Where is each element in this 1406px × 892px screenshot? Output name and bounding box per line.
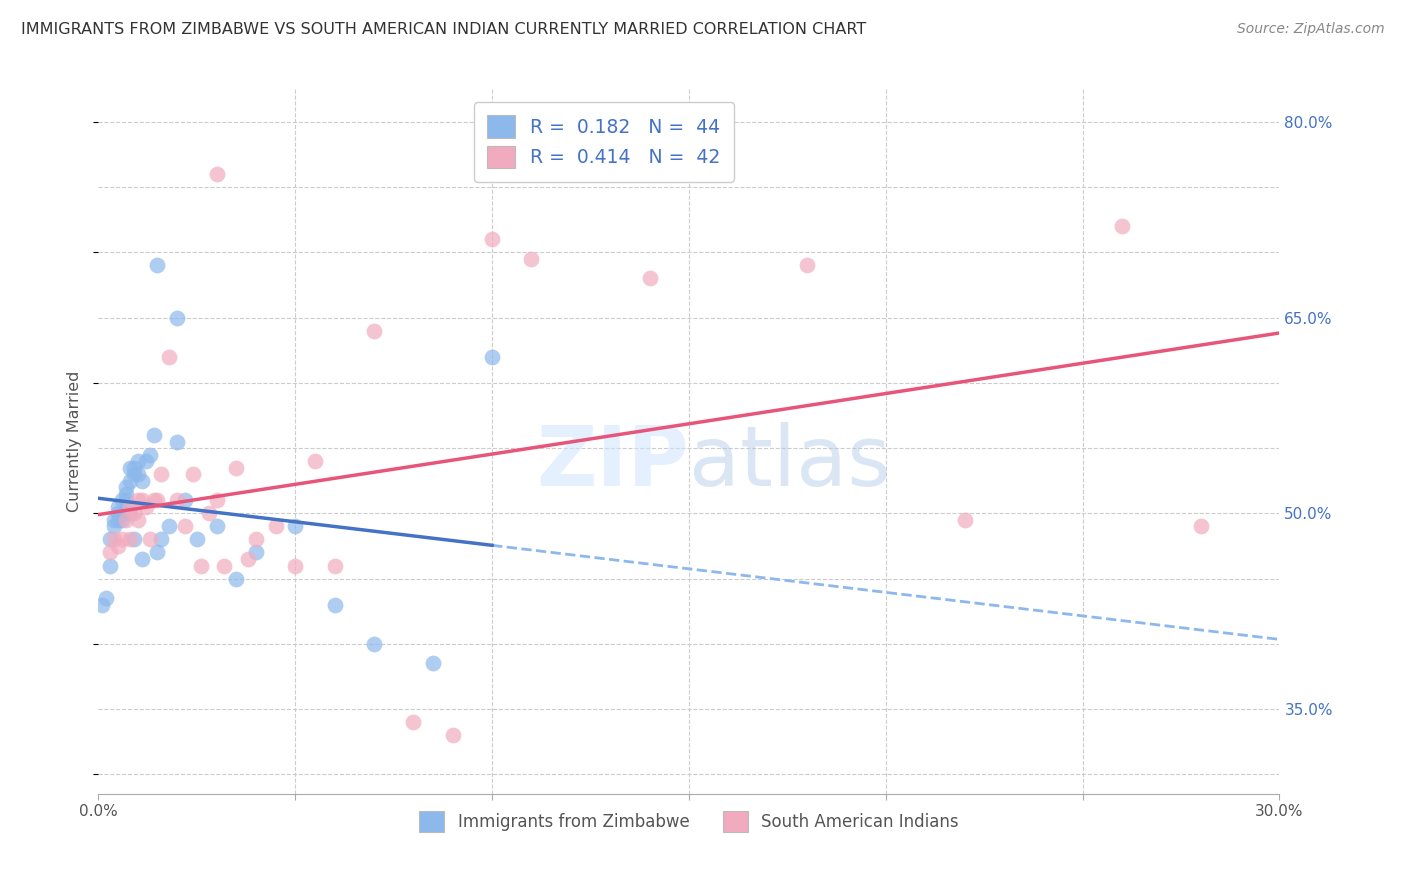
Point xyxy=(115,480,138,494)
Text: ZIP: ZIP xyxy=(537,422,689,503)
Point xyxy=(520,252,543,266)
Text: IMMIGRANTS FROM ZIMBABWE VS SOUTH AMERICAN INDIAN CURRENTLY MARRIED CORRELATION : IMMIGRANTS FROM ZIMBABWE VS SOUTH AMERIC… xyxy=(21,22,866,37)
Point xyxy=(91,598,114,612)
Point xyxy=(245,533,267,547)
Point xyxy=(142,493,165,508)
Point xyxy=(225,572,247,586)
Point xyxy=(304,454,326,468)
Point xyxy=(111,513,134,527)
Point xyxy=(118,474,141,488)
Point xyxy=(96,591,118,606)
Point xyxy=(135,500,157,514)
Point xyxy=(122,506,145,520)
Point xyxy=(118,533,141,547)
Point xyxy=(122,533,145,547)
Point xyxy=(115,487,138,501)
Point xyxy=(363,324,385,338)
Point xyxy=(107,506,129,520)
Point xyxy=(127,467,149,482)
Point xyxy=(107,513,129,527)
Point xyxy=(402,715,425,730)
Point xyxy=(205,167,228,181)
Point xyxy=(174,519,197,533)
Point xyxy=(205,519,228,533)
Point xyxy=(127,454,149,468)
Point xyxy=(323,598,346,612)
Point xyxy=(323,558,346,573)
Point xyxy=(481,232,503,246)
Point xyxy=(142,428,165,442)
Point xyxy=(138,533,160,547)
Point xyxy=(118,506,141,520)
Point xyxy=(103,513,125,527)
Point xyxy=(98,533,121,547)
Point xyxy=(131,493,153,508)
Point xyxy=(214,558,236,573)
Point xyxy=(107,539,129,553)
Point xyxy=(131,474,153,488)
Point xyxy=(115,513,138,527)
Point xyxy=(135,454,157,468)
Point xyxy=(481,350,503,364)
Point xyxy=(157,519,180,533)
Point xyxy=(1111,219,1133,234)
Point xyxy=(111,533,134,547)
Text: Source: ZipAtlas.com: Source: ZipAtlas.com xyxy=(1237,22,1385,37)
Point xyxy=(190,558,212,573)
Point xyxy=(225,460,247,475)
Point xyxy=(122,467,145,482)
Point xyxy=(284,558,307,573)
Point xyxy=(118,500,141,514)
Y-axis label: Currently Married: Currently Married xyxy=(67,371,83,512)
Legend: Immigrants from Zimbabwe, South American Indians: Immigrants from Zimbabwe, South American… xyxy=(412,805,966,838)
Point xyxy=(422,657,444,671)
Text: atlas: atlas xyxy=(689,422,890,503)
Point xyxy=(441,728,464,742)
Point xyxy=(363,637,385,651)
Point xyxy=(98,545,121,559)
Point xyxy=(197,506,219,520)
Point xyxy=(146,493,169,508)
Point xyxy=(127,493,149,508)
Point xyxy=(205,493,228,508)
Point xyxy=(103,519,125,533)
Point xyxy=(236,552,259,566)
Point xyxy=(186,533,208,547)
Point xyxy=(127,513,149,527)
Point xyxy=(131,552,153,566)
Point xyxy=(118,460,141,475)
Point xyxy=(146,545,169,559)
Point xyxy=(103,533,125,547)
Point xyxy=(150,467,173,482)
Point xyxy=(98,558,121,573)
Point xyxy=(796,259,818,273)
Point xyxy=(166,493,188,508)
Point xyxy=(166,434,188,449)
Point xyxy=(284,519,307,533)
Point xyxy=(953,513,976,527)
Point xyxy=(115,493,138,508)
Point xyxy=(111,506,134,520)
Point xyxy=(1189,519,1212,533)
Point xyxy=(166,310,188,325)
Point xyxy=(181,467,204,482)
Point xyxy=(150,533,173,547)
Point xyxy=(174,493,197,508)
Point xyxy=(122,460,145,475)
Point xyxy=(157,350,180,364)
Point xyxy=(638,271,661,285)
Point xyxy=(264,519,287,533)
Point xyxy=(107,500,129,514)
Point xyxy=(245,545,267,559)
Point xyxy=(138,448,160,462)
Point xyxy=(111,493,134,508)
Point xyxy=(146,259,169,273)
